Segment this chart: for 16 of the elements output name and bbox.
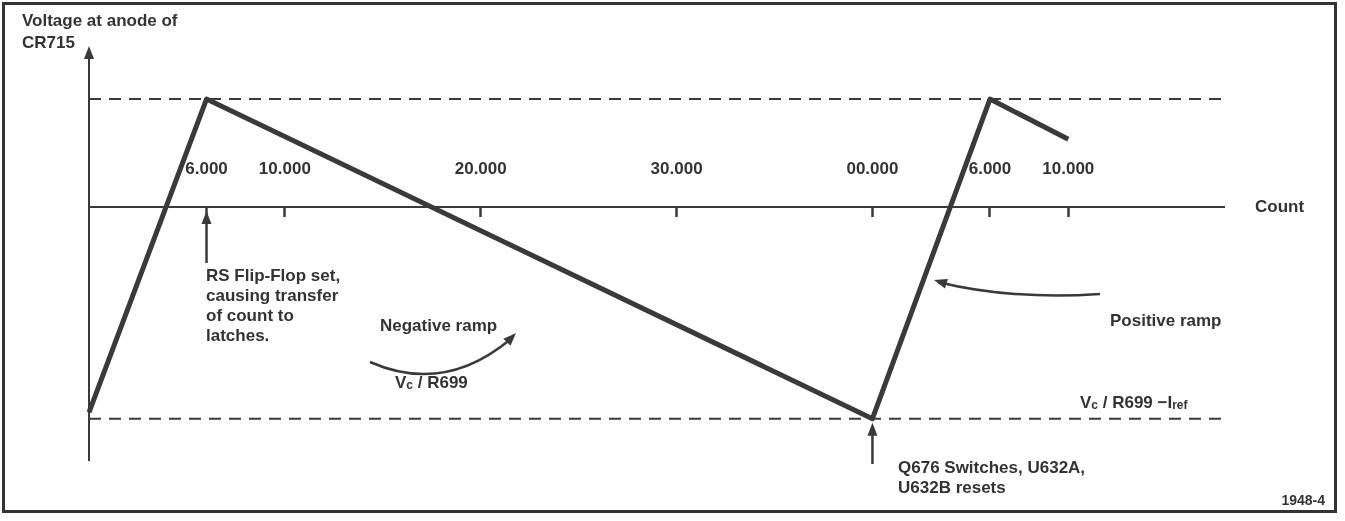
x-tick-label: 20.000: [454, 158, 507, 178]
annotation: RS Flip-Flop set, causing transfer of count to latches.: [206, 266, 341, 346]
annotation: Vc / R699: [395, 373, 468, 393]
x-tick-label: 30.000: [650, 158, 703, 178]
text: Q676 Switches, U632A, U632B resets: [898, 458, 1086, 498]
y-axis-title: Voltage at anode of CR715: [22, 10, 179, 54]
x-tick-label: 6.000: [185, 158, 228, 178]
x-axis-title: Count: [1255, 196, 1305, 216]
annotation: Positive ramp: [1110, 311, 1222, 331]
text: 1948-4: [1281, 491, 1326, 508]
annotation: Vc / R699 −Iref: [1080, 393, 1189, 413]
x-tick-label: 10.000: [258, 158, 311, 178]
x-tick-label: 10.000: [1042, 158, 1095, 178]
annotation: Negative ramp: [380, 316, 498, 336]
x-tick-label: 6.000: [968, 158, 1012, 178]
x-tick-label: 00.000: [846, 158, 899, 178]
